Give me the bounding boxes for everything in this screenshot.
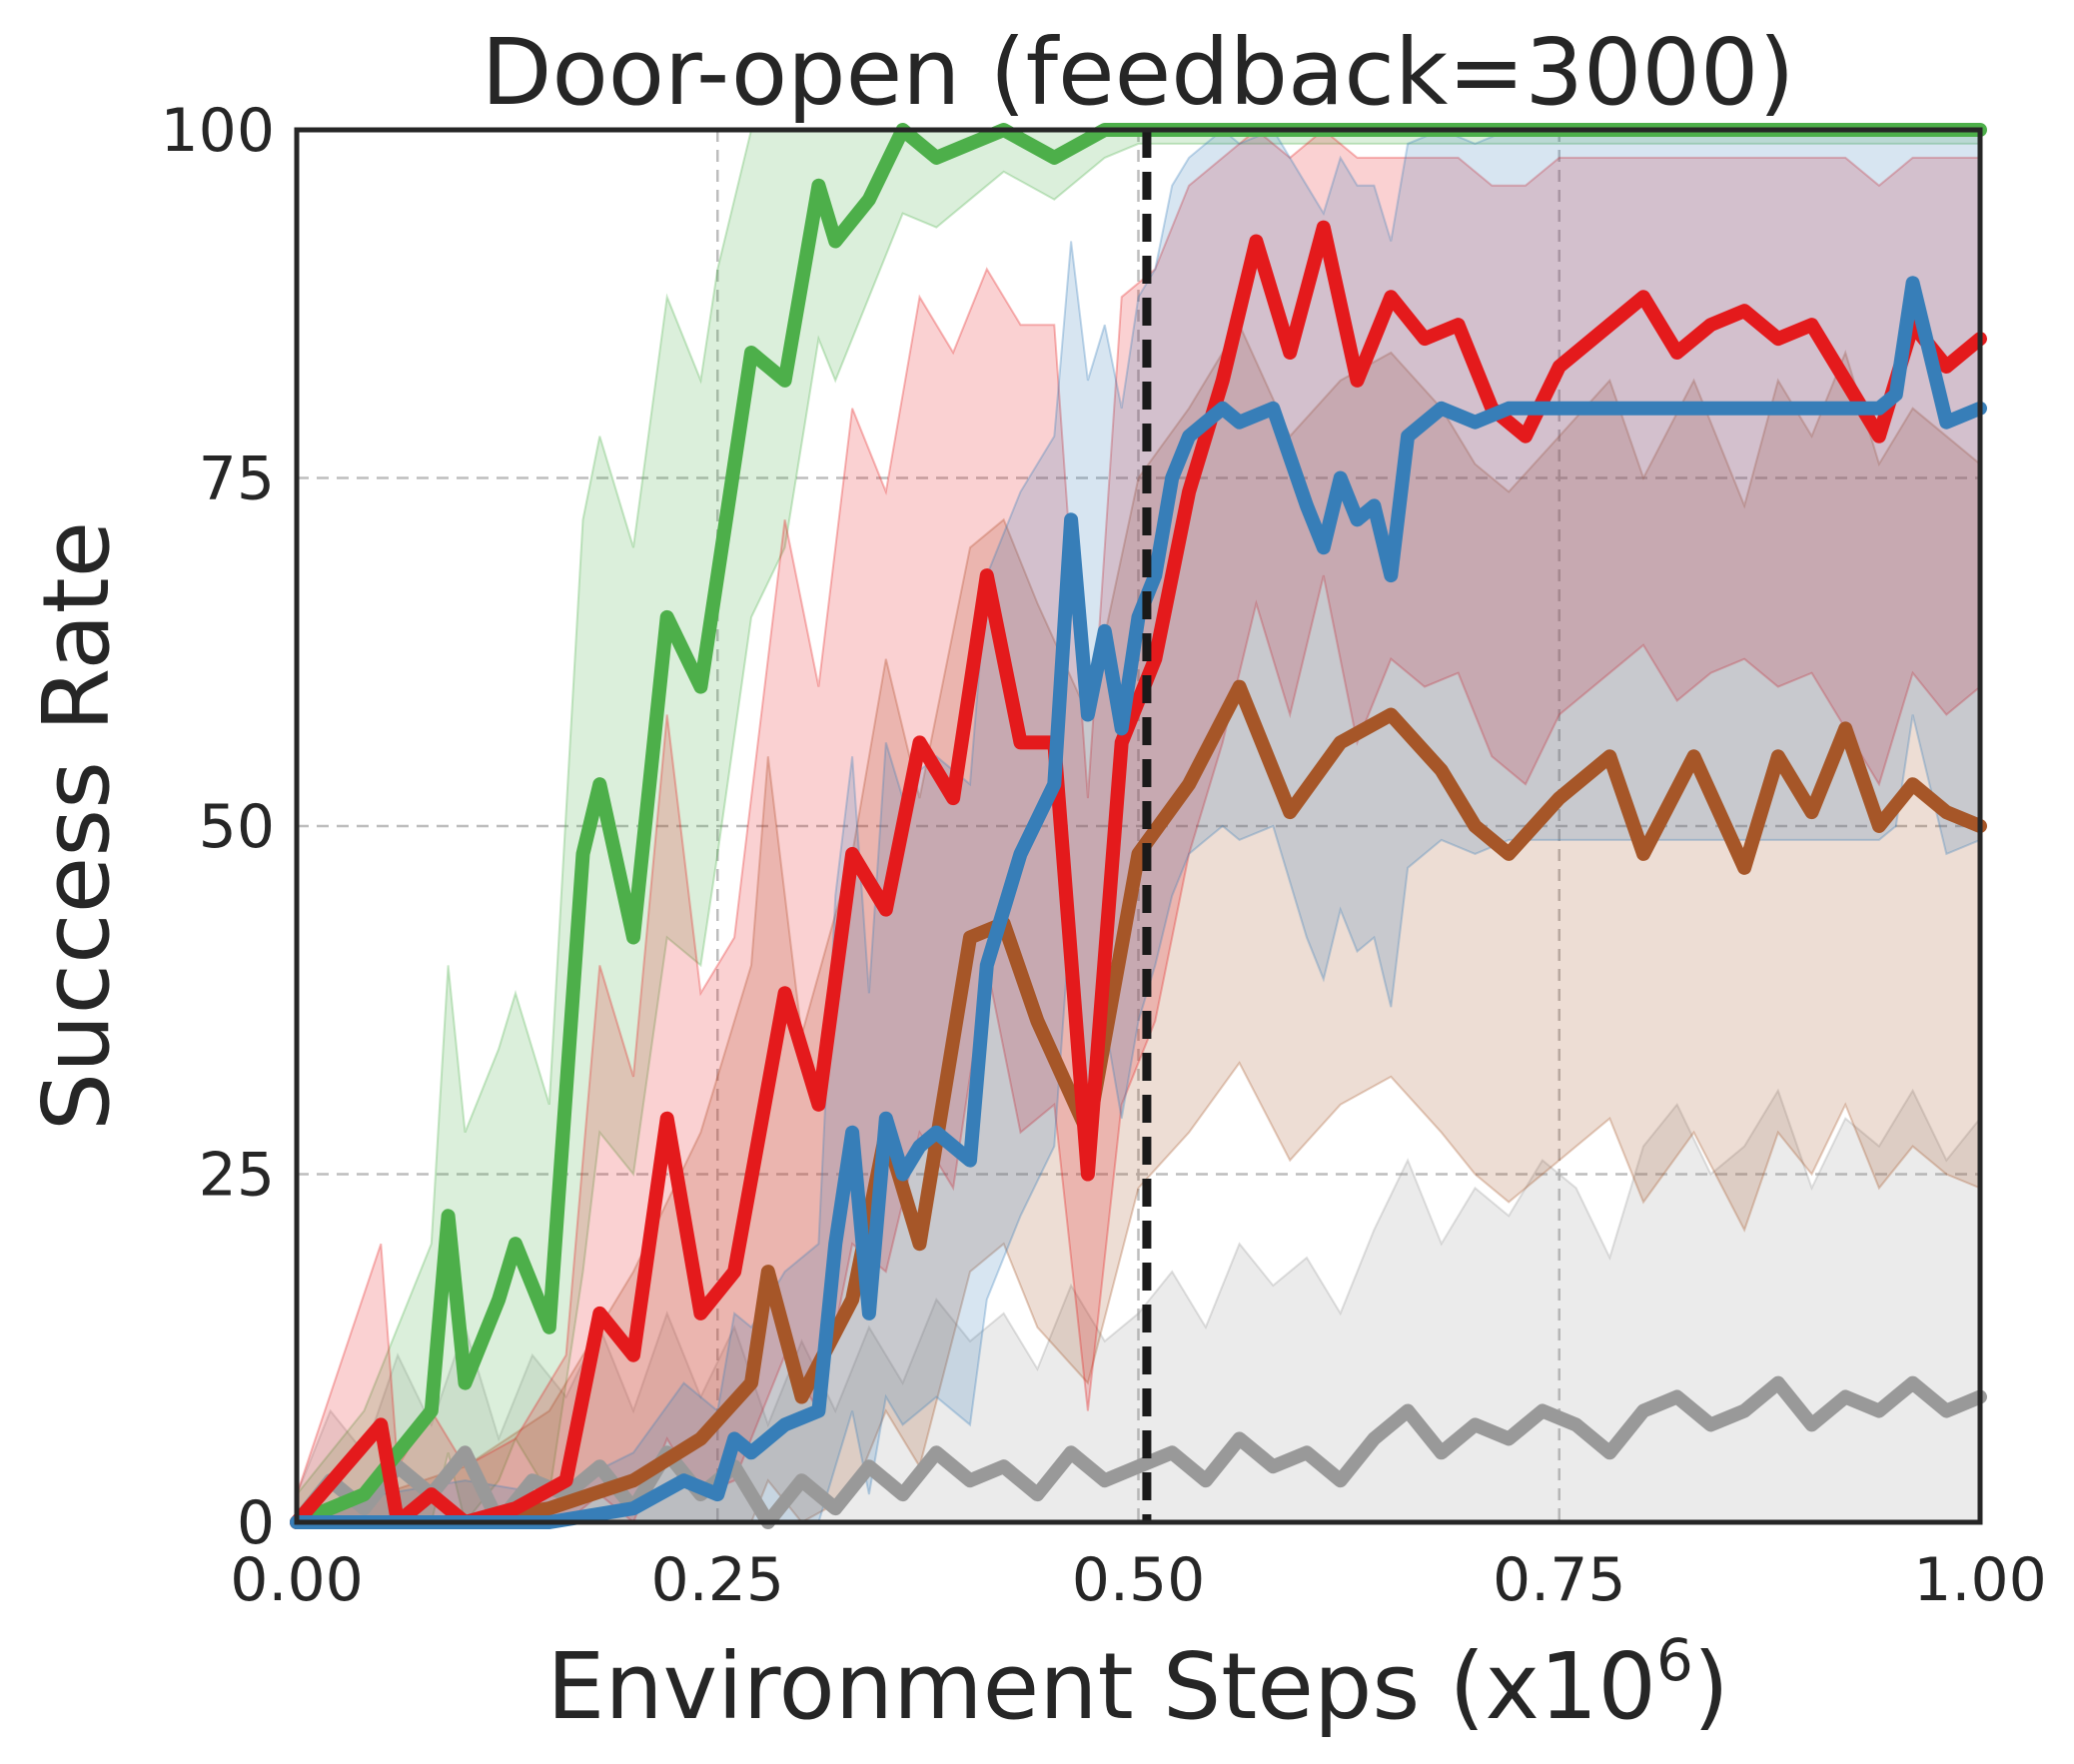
- y-tick-labels: 0 25 50 75 100: [160, 96, 275, 1558]
- x-axis-label: Environment Steps (x106): [546, 1626, 1729, 1740]
- series-line-0: [290, 1375, 1987, 1529]
- y-tick-label: 0: [237, 1488, 275, 1558]
- x-axis-label-suffix: ): [1693, 1633, 1729, 1740]
- series-line-4: [290, 276, 1987, 1529]
- series-line-2: [290, 679, 1987, 1529]
- x-tick-label: 1.00: [1913, 1545, 2047, 1615]
- y-tick-label: 100: [160, 96, 275, 166]
- x-tick-label: 0.75: [1493, 1545, 1626, 1615]
- y-axis-label: Success Rate: [23, 521, 130, 1132]
- confidence-bands: [296, 128, 1981, 1525]
- y-tick-label: 50: [199, 792, 275, 862]
- x-axis-label-exponent: 6: [1656, 1626, 1693, 1694]
- x-tick-labels: 0.00 0.25 0.50 0.75 1.00: [230, 1545, 2047, 1615]
- x-tick-label: 0.00: [230, 1545, 364, 1615]
- chart-title: Door-open (feedback=3000): [482, 19, 1795, 126]
- y-tick-label: 75: [199, 444, 275, 514]
- x-tick-label: 0.25: [650, 1545, 784, 1615]
- x-tick-label: 0.50: [1072, 1545, 1206, 1615]
- plot-frame: [294, 127, 1983, 1525]
- series-line-3: [290, 220, 1987, 1529]
- y-tick-label: 25: [199, 1141, 275, 1211]
- x-axis-label-main: Environment Steps (x10: [546, 1633, 1656, 1740]
